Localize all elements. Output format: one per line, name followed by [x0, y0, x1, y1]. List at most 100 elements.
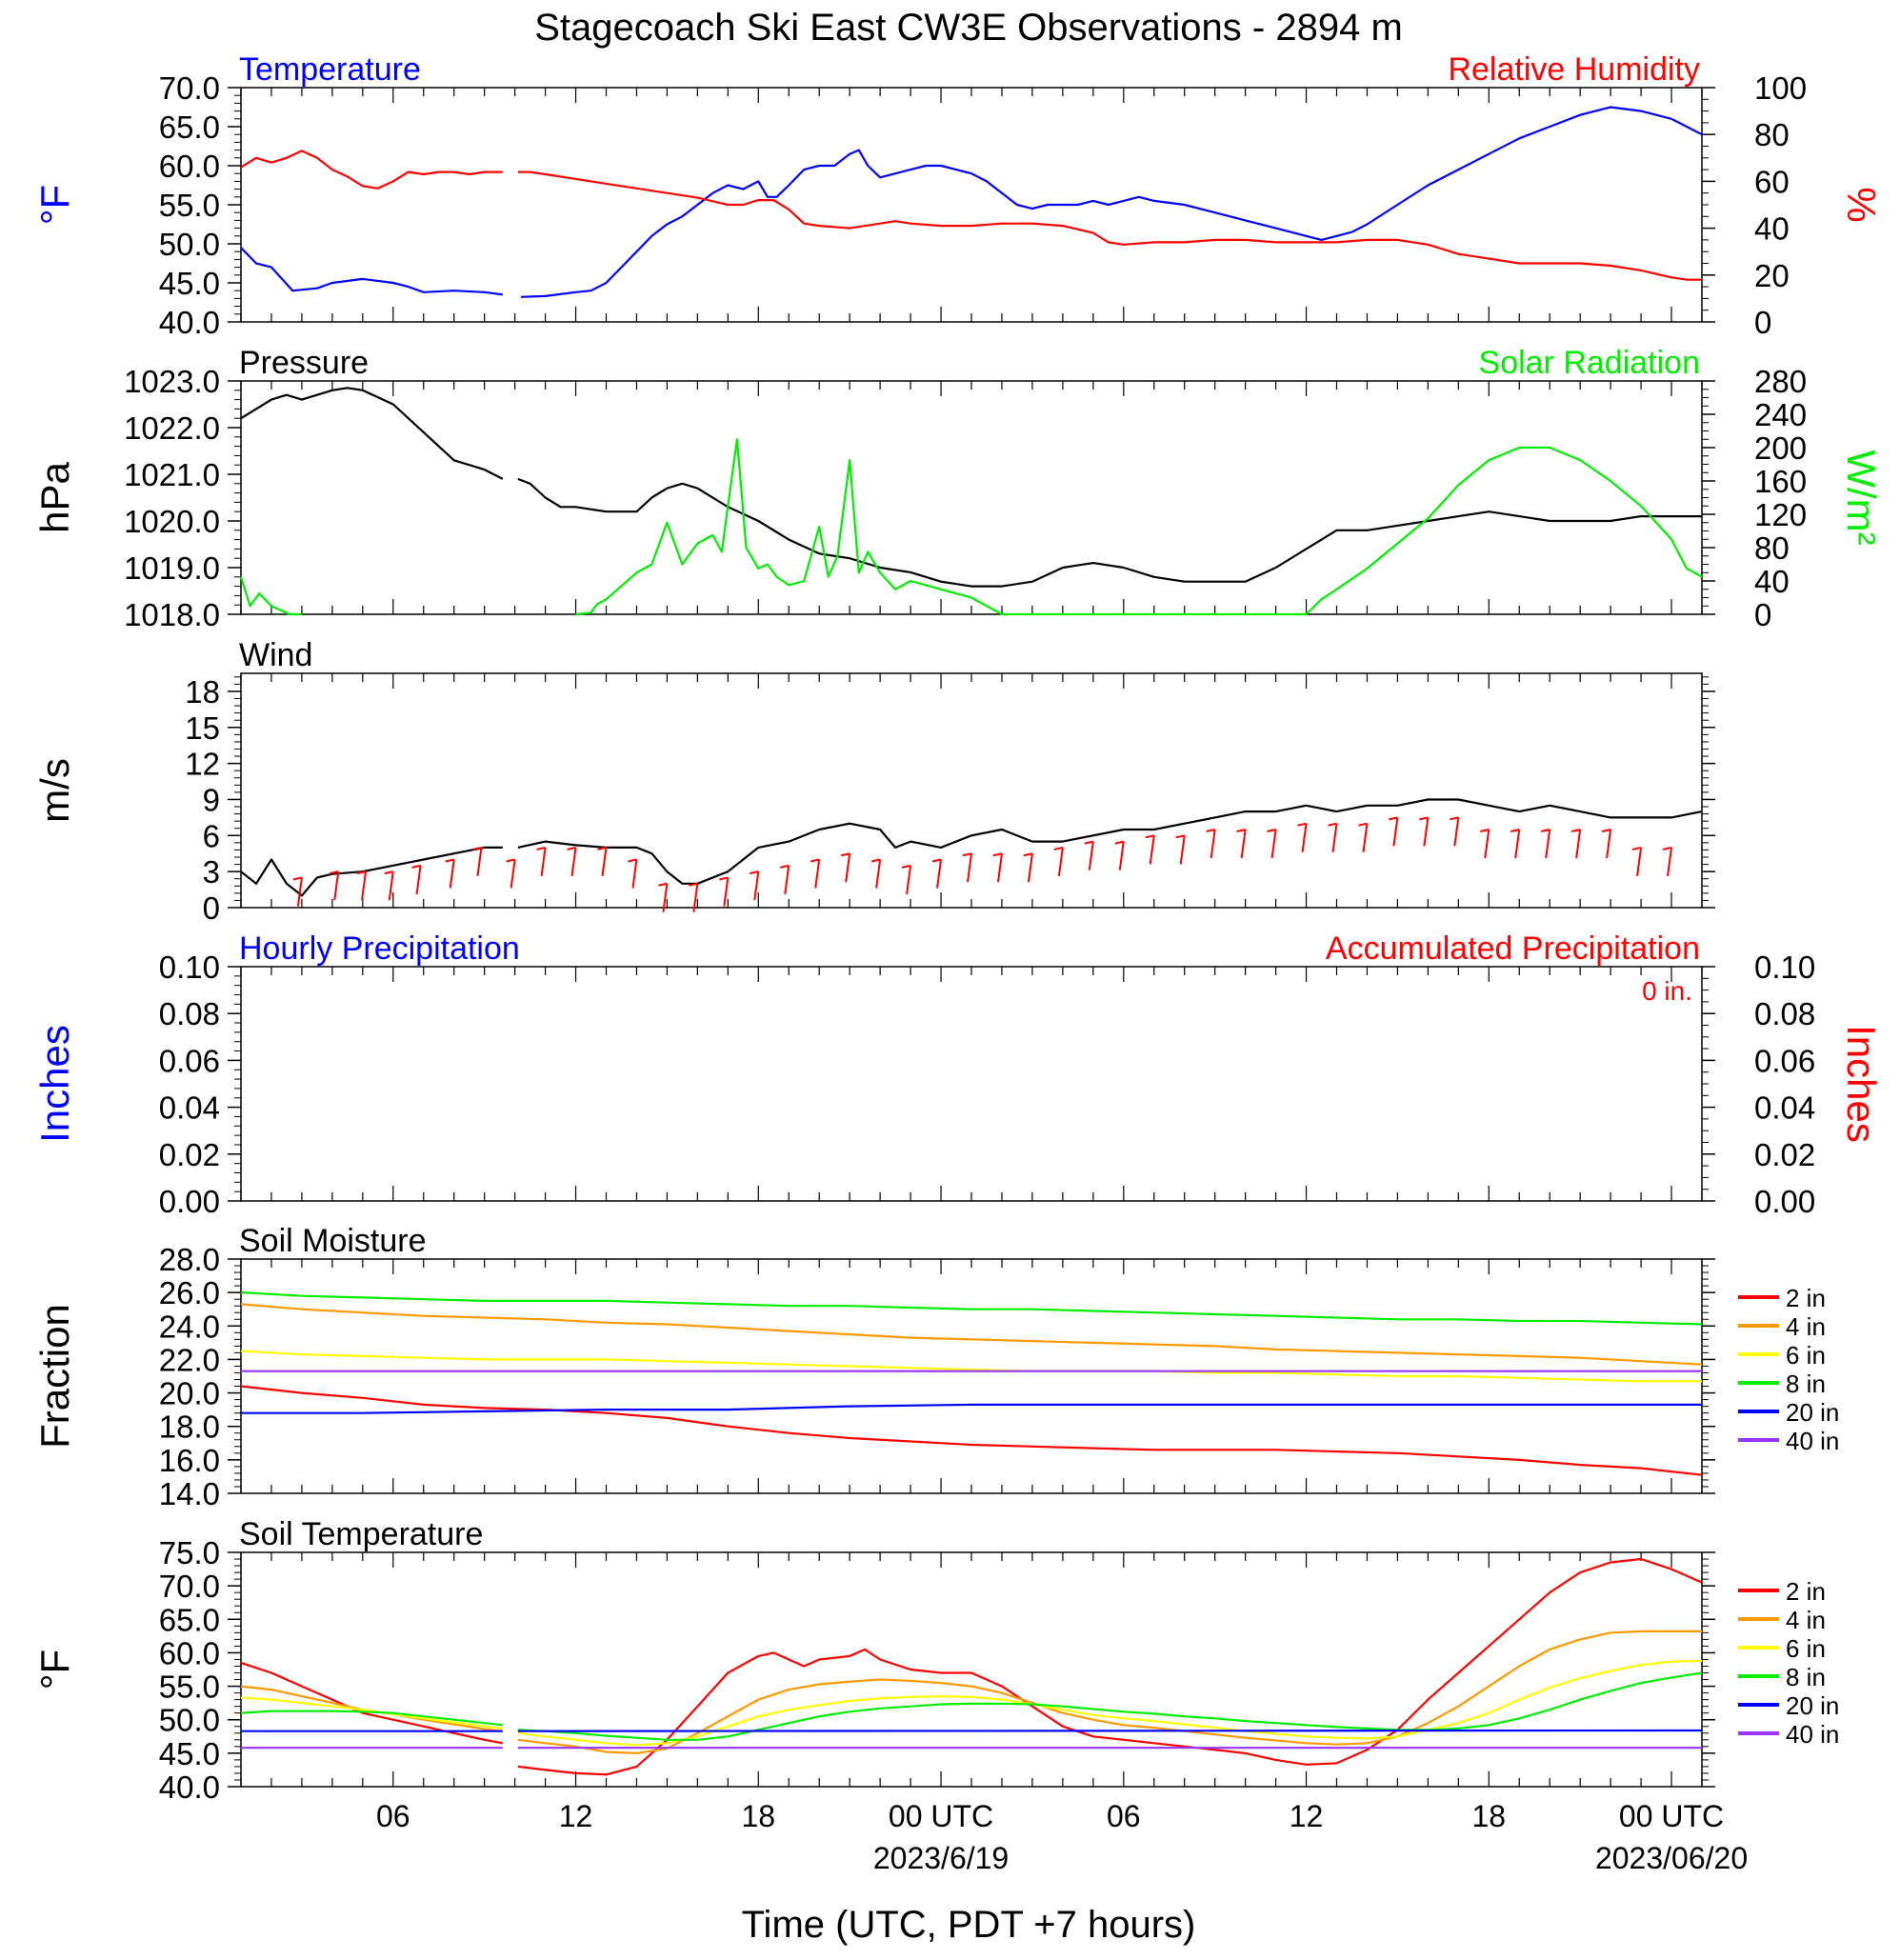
y-tick-label-left: 24.0	[159, 1309, 220, 1344]
y-tick-label-right: 100	[1754, 70, 1807, 106]
wind-barb-flag	[1510, 829, 1520, 832]
legend-label-d2: 2 in	[1786, 1577, 1826, 1606]
wind-barb-flag	[1601, 829, 1611, 832]
wind-barb	[1362, 823, 1369, 852]
legend-label-d40: 40 in	[1786, 1720, 1839, 1749]
series-d4	[240, 1303, 1703, 1366]
wind-barb	[1027, 853, 1033, 883]
x-tick-label: 00 UTC	[889, 1799, 993, 1833]
wind-barb-flag	[780, 864, 790, 869]
wind-barb-flag	[292, 876, 303, 881]
y-tick-label-left: 45.0	[159, 266, 220, 301]
y-axis-label-left: °F	[32, 185, 77, 225]
y-tick-label-left: 20.0	[159, 1376, 220, 1411]
panel-title-right: Accumulated Precipitation	[1326, 930, 1700, 967]
plot-frame	[240, 966, 1703, 1202]
plot-frame	[240, 87, 1703, 323]
wind-barb	[1057, 847, 1064, 877]
y-tick-label-right: 60	[1754, 164, 1790, 199]
wind-barb-flag	[1206, 829, 1215, 832]
y-tick-label-left: 0.10	[159, 950, 220, 985]
wind-barb-flag	[962, 852, 972, 857]
series-d6	[240, 1350, 1702, 1383]
panel-temperature_humidity: 40.0 45.0 50.0 55.0 60.0 65.0 70.0 0 20 40 60 80 100…	[32, 51, 1884, 340]
wind-barb-flag	[411, 864, 421, 869]
plot-frame	[240, 1551, 1703, 1788]
wind-barb-flag	[1297, 822, 1307, 827]
wind-barb	[1484, 829, 1490, 859]
wind-barb	[1331, 823, 1338, 852]
x-date-label: 2023/06/20	[1595, 1841, 1748, 1875]
y-tick-label-left: 0.08	[159, 996, 220, 1031]
wind-barb	[449, 859, 455, 889]
wind-barb	[1088, 841, 1094, 870]
wind-barb-flag	[810, 858, 820, 863]
y-tick-label-right: 200	[1754, 430, 1807, 466]
panel-title-left: Hourly Precipitation	[239, 930, 520, 967]
wind-barb-flag	[870, 858, 881, 863]
wind-barb	[753, 871, 760, 901]
wind-barb-flag	[1419, 816, 1429, 821]
legend-label-d20: 20 in	[1786, 1691, 1839, 1720]
wind-barb	[631, 859, 638, 889]
x-tick-label: 00 UTC	[1619, 1799, 1724, 1833]
wind-barb-flag	[1328, 822, 1337, 827]
series-wind	[240, 798, 1703, 897]
y-tick-label-left: 50.0	[159, 1703, 220, 1738]
series-humidity	[240, 150, 1702, 281]
y-axis-label-left: Fraction	[32, 1304, 77, 1449]
x-tick-label: 12	[1290, 1799, 1324, 1833]
series-d20	[241, 1403, 1702, 1414]
wind-barb	[996, 853, 1003, 883]
y-tick-label-left: 70.0	[159, 70, 220, 106]
y-tick-label-left: 60.0	[159, 1635, 220, 1670]
series-d20	[241, 1729, 1703, 1732]
y-tick-label-left: 1021.0	[124, 457, 220, 492]
y-tick-label-right: 280	[1754, 364, 1807, 399]
y-axis-label-right: %	[1839, 187, 1884, 222]
wind-barb	[388, 871, 394, 901]
y-tick-label-left: 70.0	[159, 1569, 220, 1604]
y-tick-label-left: 0.04	[159, 1090, 220, 1126]
y-tick-label-left: 28.0	[159, 1242, 220, 1277]
wind-barb-flag	[901, 864, 911, 869]
y-tick-label-right: 0.06	[1754, 1043, 1815, 1078]
wind-barb	[540, 847, 547, 877]
panel-title-left: Soil Moisture	[239, 1223, 427, 1259]
y-tick-label-left: 0.02	[159, 1137, 220, 1172]
y-tick-label-right: 120	[1754, 497, 1807, 532]
legend-label-d2: 2 in	[1786, 1284, 1826, 1312]
y-axis-label-left: hPa	[32, 461, 77, 532]
plot-frame	[240, 380, 1703, 615]
y-tick-label-right: 0.02	[1754, 1137, 1815, 1172]
plot-frame	[240, 672, 1703, 909]
wind-barb-flag	[1053, 846, 1064, 850]
y-tick-label-left: 40.0	[159, 1770, 220, 1805]
y-tick-label-left: 60.0	[159, 149, 220, 184]
wind-barb-flag	[992, 852, 1003, 857]
x-tick-label: 12	[559, 1799, 593, 1833]
wind-barb	[1210, 829, 1216, 859]
y-axis-label-left: °F	[32, 1650, 77, 1690]
y-tick-label-left: 50.0	[159, 227, 220, 262]
wind-barb	[723, 877, 730, 907]
y-axis-label-right: W/m²	[1839, 450, 1884, 545]
wind-barb	[361, 871, 368, 901]
wind-barb-flag	[567, 846, 576, 850]
y-tick-label-left: 65.0	[159, 110, 220, 145]
y-tick-label-left: 1022.0	[124, 410, 220, 446]
wind-barb-flag	[1540, 829, 1550, 832]
y-tick-label-left: 0.06	[159, 1043, 220, 1078]
legend-label-d8: 8 in	[1786, 1663, 1826, 1691]
legend-label-d4: 4 in	[1786, 1312, 1826, 1341]
wind-barb-flag	[1145, 834, 1154, 839]
y-tick-label-left: 18	[185, 674, 220, 710]
y-tick-label-left: 1023.0	[124, 364, 220, 399]
wind-barb	[415, 865, 422, 894]
wind-barb-flag	[536, 846, 546, 850]
wind-barb-flag	[330, 870, 339, 875]
wind-barb-flag	[719, 876, 729, 881]
wind-barb	[1575, 829, 1582, 859]
